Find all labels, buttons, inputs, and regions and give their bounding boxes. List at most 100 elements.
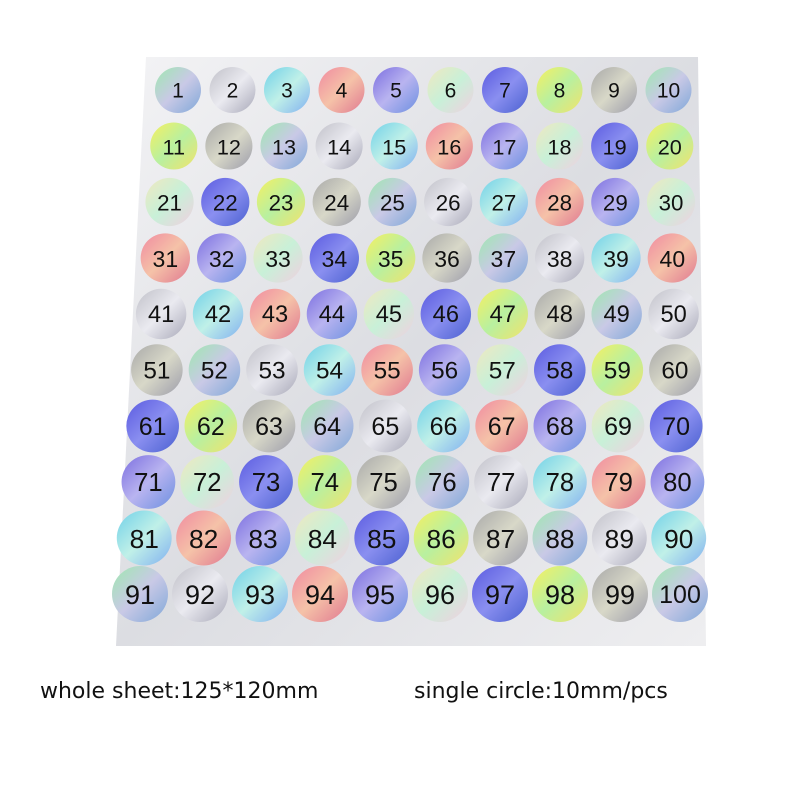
sticker: 95 — [352, 566, 408, 622]
sticker-number: 96 — [425, 580, 455, 610]
sticker-circle — [150, 122, 198, 170]
sticker-circle — [172, 566, 228, 622]
sticker-number: 44 — [319, 302, 345, 328]
sticker: 39 — [591, 233, 641, 283]
sticker-number: 8 — [554, 80, 566, 103]
sticker-number: 46 — [433, 302, 459, 328]
sticker-number: 45 — [376, 302, 402, 328]
sticker: 69 — [591, 399, 645, 453]
sticker-number: 39 — [603, 246, 629, 272]
sticker-number: 24 — [324, 191, 349, 216]
sticker-number: 50 — [660, 302, 686, 328]
sticker-number: 4 — [336, 80, 348, 103]
sticker-number: 54 — [316, 358, 343, 385]
sticker-number: 84 — [308, 524, 337, 554]
sticker-circle — [479, 177, 528, 227]
sticker: 10 — [645, 67, 692, 113]
sticker-circle — [650, 455, 705, 509]
sticker-number: 79 — [604, 469, 633, 497]
sticker: 67 — [475, 399, 528, 453]
sticker: 100 — [652, 566, 708, 622]
sticker-number: 2 — [227, 80, 239, 103]
sticker-number: 37 — [491, 246, 517, 272]
sticker-circle — [297, 455, 352, 509]
sticker-circle — [373, 67, 419, 113]
sticker-circle — [303, 344, 356, 396]
sticker: 17 — [480, 122, 528, 170]
sticker-number: 93 — [245, 580, 275, 610]
sticker-number: 18 — [548, 135, 572, 160]
sticker-circle — [116, 510, 172, 566]
sticker-number: 38 — [547, 246, 573, 272]
sticker-number: 95 — [365, 580, 395, 610]
sticker-circle — [651, 510, 707, 566]
sticker: 96 — [412, 566, 468, 622]
sticker-number: 30 — [659, 191, 684, 216]
sticker-number: 16 — [437, 135, 461, 160]
sticker: 83 — [235, 510, 291, 566]
sticker: 23 — [256, 177, 306, 227]
sticker-number: 23 — [269, 191, 294, 216]
sticker-number: 27 — [491, 191, 516, 216]
sticker: 21 — [145, 177, 194, 227]
sticker: 14 — [315, 122, 363, 170]
sticker: 28 — [535, 177, 584, 227]
sticker: 36 — [422, 233, 472, 283]
sticker-number: 61 — [139, 413, 167, 441]
sticker-circle — [126, 399, 179, 453]
sticker: 58 — [534, 344, 586, 396]
sticker: 91 — [112, 566, 168, 622]
sticker: 76 — [415, 455, 470, 509]
sticker: 51 — [131, 344, 183, 396]
sticker: 99 — [592, 566, 648, 622]
sticker-circle — [536, 122, 584, 170]
sticker: 52 — [188, 344, 241, 396]
sticker: 71 — [121, 455, 176, 509]
sticker-number: 22 — [213, 191, 238, 216]
sticker-number: 25 — [380, 191, 405, 216]
sticker-circle — [591, 510, 647, 566]
sticker: 42 — [192, 288, 244, 340]
sticker: 57 — [476, 344, 528, 396]
sticker-number: 67 — [488, 413, 516, 441]
sticker-number: 33 — [265, 246, 291, 272]
sticker-circle — [201, 177, 250, 227]
sticker: 94 — [292, 566, 348, 622]
sticker-circle — [649, 344, 701, 396]
sticker-number: 41 — [148, 302, 174, 328]
sticker-circle — [205, 122, 253, 170]
sticker: 92 — [172, 566, 228, 622]
sticker-circle — [591, 344, 644, 396]
sticker: 68 — [533, 399, 587, 453]
sticker: 48 — [534, 288, 585, 340]
sticker: 40 — [647, 233, 697, 283]
sticker: 56 — [418, 344, 471, 396]
sticker-number: 75 — [369, 469, 398, 497]
sticker-number: 64 — [313, 413, 341, 441]
caption-left: whole sheet:125*120mm — [40, 679, 318, 704]
sticker-circle — [533, 455, 587, 509]
sticker-number: 83 — [248, 524, 277, 554]
sticker-circle — [356, 455, 411, 509]
sticker-number: 20 — [658, 135, 682, 160]
sticker: 16 — [425, 122, 473, 170]
sticker: 2 — [209, 67, 256, 113]
sticker: 12 — [205, 122, 253, 170]
sticker-number: 35 — [378, 246, 404, 272]
sticker: 9 — [591, 67, 637, 113]
caption-right: single circle:10mm/pcs — [414, 679, 668, 704]
sticker-circle — [652, 566, 708, 622]
sticker-circle — [591, 177, 640, 227]
sticker-number: 53 — [258, 358, 285, 385]
sticker-number: 5 — [390, 80, 402, 103]
sticker-circle — [648, 288, 699, 340]
sticker-number: 21 — [157, 191, 182, 216]
sticker-number: 36 — [434, 246, 460, 272]
sticker-number: 7 — [499, 80, 511, 103]
sticker: 19 — [591, 122, 639, 170]
sticker-number: 97 — [485, 580, 515, 610]
sticker-circle — [354, 510, 410, 566]
sticker-number: 51 — [143, 358, 170, 385]
sticker: 27 — [479, 177, 528, 227]
sticker: 20 — [646, 122, 694, 170]
